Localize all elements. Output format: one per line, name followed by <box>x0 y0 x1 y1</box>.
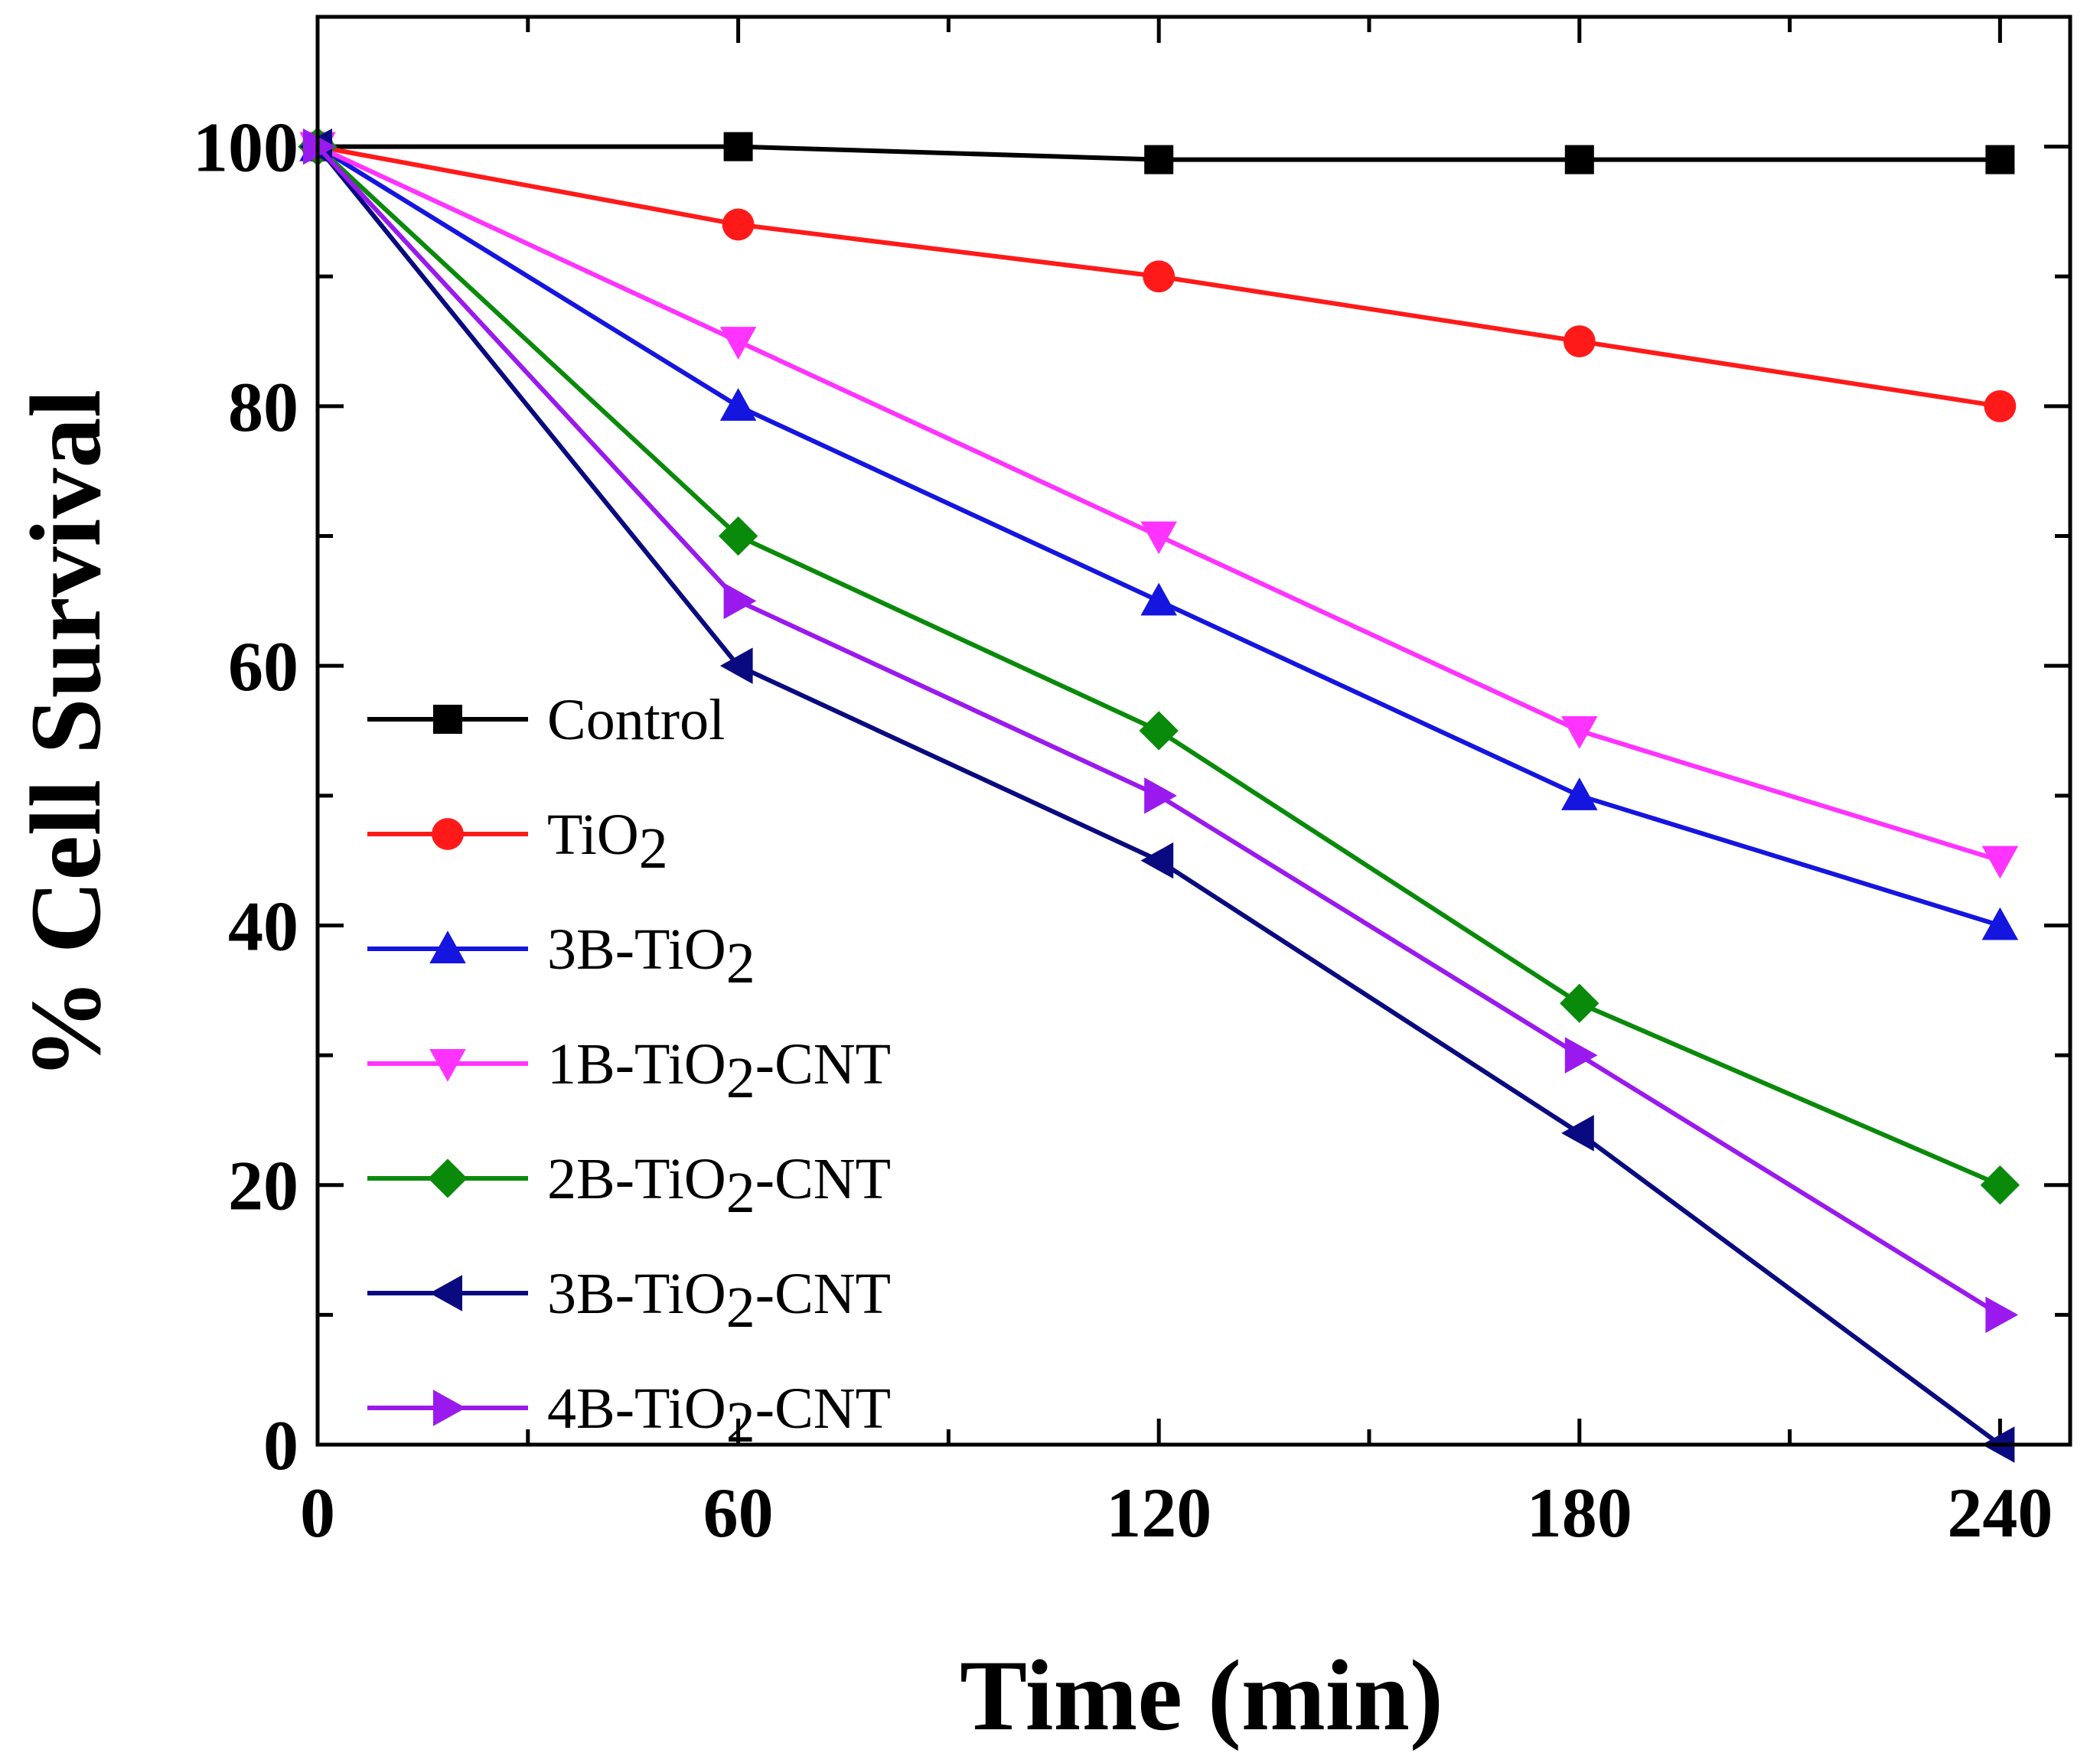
y-tick-label: 60 <box>228 627 298 705</box>
data-point <box>719 327 757 360</box>
data-point <box>722 208 755 241</box>
x-tick-label: 180 <box>1527 1474 1632 1552</box>
data-point <box>429 1049 466 1082</box>
data-point <box>1564 145 1594 174</box>
tick-labels: 0 60 120 180 240 0 20 40 60 80 100 <box>193 109 2053 1552</box>
legend-label: 4B-TiO2-CNT <box>547 1377 891 1455</box>
series-3b-tio2-cnt <box>299 128 2015 1463</box>
data-point <box>1981 907 2019 940</box>
y-tick-label: 40 <box>228 887 298 965</box>
legend-item: Control <box>367 688 725 752</box>
series-line <box>316 144 2001 863</box>
legend: Control TiO2 3B-TiO2 1B-TiO2-CNT 2B-TiO2-CNT… <box>367 688 891 1455</box>
data-point <box>1144 145 1174 174</box>
data-point <box>433 705 462 734</box>
data-point <box>723 582 757 620</box>
legend-label: Control <box>547 688 725 752</box>
legend-item: 4B-TiO2-CNT <box>367 1377 891 1455</box>
x-tick-label: 240 <box>1947 1474 2053 1552</box>
series-1b-tio2-cnt <box>299 132 2019 879</box>
data-point <box>1140 521 1177 555</box>
data-point <box>1560 983 1599 1023</box>
data-point <box>1984 390 2017 422</box>
y-tick-label: 80 <box>228 368 298 446</box>
data-point <box>429 930 466 963</box>
x-tick-label: 60 <box>703 1474 774 1552</box>
data-point <box>1564 1037 1598 1074</box>
legend-item: 3B-TiO2-CNT <box>367 1262 891 1340</box>
y-tick-label: 20 <box>228 1147 298 1225</box>
data-point <box>1980 1165 2020 1205</box>
data-point <box>1143 260 1176 293</box>
legend-item: TiO2 <box>367 803 668 881</box>
data-point <box>1561 1115 1594 1152</box>
data-point <box>1563 325 1596 357</box>
legend-label: 2B-TiO2-CNT <box>547 1147 891 1225</box>
legend-label: TiO2 <box>547 803 668 881</box>
legend-item: 3B-TiO2 <box>367 917 755 995</box>
data-point <box>1139 711 1179 751</box>
data-point <box>719 388 757 421</box>
data-point <box>432 818 464 850</box>
x-tick-label: 120 <box>1106 1474 1211 1552</box>
data-point <box>719 647 753 684</box>
data-point <box>723 132 753 161</box>
data-point <box>428 1158 468 1198</box>
data-point <box>1985 1296 2019 1334</box>
legend-label: 3B-TiO2 <box>547 917 755 995</box>
legend-item: 2B-TiO2-CNT <box>367 1147 891 1225</box>
x-tick-label: 0 <box>300 1474 335 1552</box>
data-point <box>433 1390 466 1426</box>
legend-item: 1B-TiO2-CNT <box>367 1032 891 1110</box>
plot-frame <box>315 15 2072 1447</box>
legend-label: 3B-TiO2-CNT <box>547 1262 891 1340</box>
data-point <box>1140 842 1174 879</box>
series-4b-tio2-cnt <box>303 128 2019 1334</box>
y-tick-label: 100 <box>193 109 298 187</box>
data-point <box>1981 846 2019 879</box>
series-tio2 <box>302 130 2017 422</box>
data-point <box>1985 145 2015 174</box>
x-axis-title: Time (min) <box>960 1639 1443 1751</box>
legend-label: 1B-TiO2-CNT <box>547 1032 891 1110</box>
series-2b-tio2-cnt <box>298 126 2020 1205</box>
data-point <box>718 516 758 556</box>
data-point <box>1561 716 1598 749</box>
series-control <box>303 132 2015 174</box>
y-tick-label: 0 <box>263 1406 298 1484</box>
data-point <box>429 1275 462 1311</box>
data-point <box>1140 582 1177 616</box>
data-point <box>1144 777 1177 814</box>
y-axis-title: % Cell Survival <box>9 389 122 1080</box>
data-point <box>1561 777 1598 810</box>
